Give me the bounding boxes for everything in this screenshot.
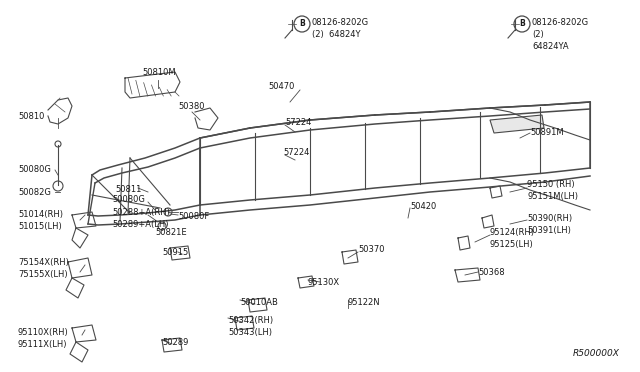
Text: 95124(RH)
95125(LH): 95124(RH) 95125(LH) [490,228,535,249]
Text: 50470: 50470 [268,82,294,91]
Text: 50080F: 50080F [178,212,209,221]
Text: 57224: 57224 [285,118,312,127]
Text: 50915: 50915 [162,248,188,257]
Text: 50370: 50370 [358,245,385,254]
Text: 50811: 50811 [115,185,141,194]
Text: 08126-8202G
(2)  64824Y: 08126-8202G (2) 64824Y [312,18,369,39]
Text: 50368: 50368 [478,268,504,277]
Text: 50082G: 50082G [18,188,51,197]
Text: 57224: 57224 [283,148,309,157]
Text: 50810M: 50810M [142,68,175,77]
Text: B: B [299,19,305,29]
Text: 50821E: 50821E [155,228,187,237]
Text: 75154X(RH)
75155X(LH): 75154X(RH) 75155X(LH) [18,258,69,279]
Text: 50288+A(RH)
50289+A(LH): 50288+A(RH) 50289+A(LH) [112,208,170,229]
Text: 95130X: 95130X [308,278,340,287]
Text: 50420: 50420 [410,202,436,211]
Text: 50342(RH)
50343(LH): 50342(RH) 50343(LH) [228,316,273,337]
Text: 95150 (RH)
95151M(LH): 95150 (RH) 95151M(LH) [527,180,578,201]
Text: 50810: 50810 [18,112,44,121]
Text: 95110X(RH)
95111X(LH): 95110X(RH) 95111X(LH) [18,328,68,349]
Polygon shape [490,115,544,133]
Text: 50010AB: 50010AB [240,298,278,307]
Text: 50891M: 50891M [530,128,564,137]
Text: 50390(RH)
50391(LH): 50390(RH) 50391(LH) [527,214,572,235]
Text: 08126-8202G
(2)
64824YA: 08126-8202G (2) 64824YA [532,18,589,51]
Text: 51014(RH)
51015(LH): 51014(RH) 51015(LH) [18,210,63,231]
Text: R500000X: R500000X [573,349,620,358]
Text: 50080G: 50080G [112,195,145,204]
Text: 50080G: 50080G [18,165,51,174]
Text: B: B [519,19,525,29]
Text: 50380: 50380 [178,102,205,111]
Text: 95122N: 95122N [348,298,381,307]
Text: 50289: 50289 [162,338,188,347]
